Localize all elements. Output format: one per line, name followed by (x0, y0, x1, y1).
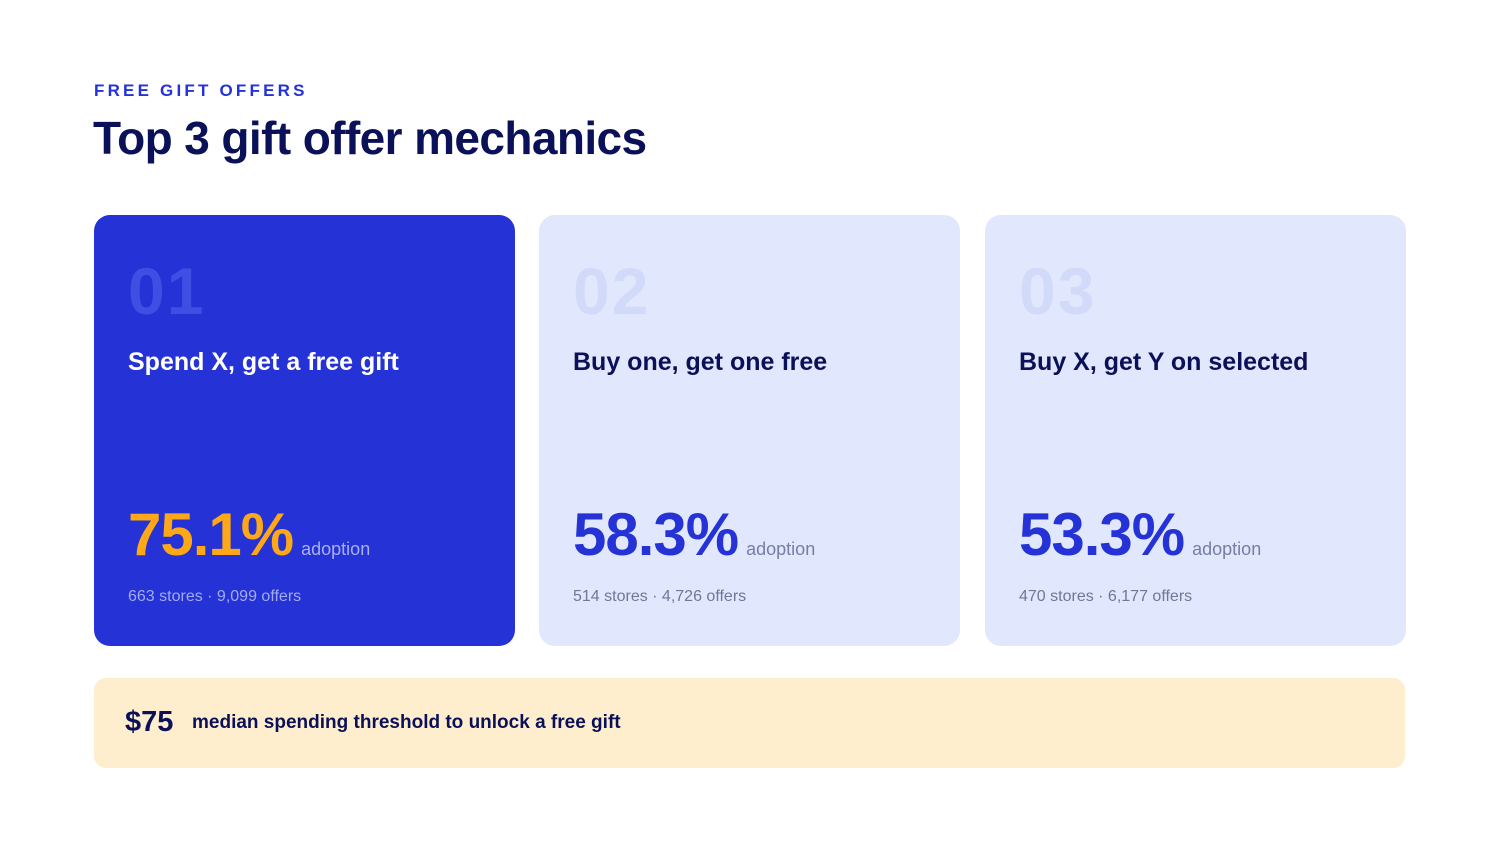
adoption-label: adoption (1192, 539, 1262, 559)
threshold-description: median spending threshold to unlock a fr… (192, 712, 621, 733)
card-rank-number: 02 (573, 254, 651, 328)
mechanic-card-1: 01 Spend X, get a free gift 75.1% adoptio… (94, 215, 515, 646)
card-stat: 53.3% adoption (1019, 502, 1261, 584)
card-meta: 470 stores · 6,177 offers (1019, 588, 1193, 605)
card-rank-number: 01 (128, 254, 206, 328)
threshold-value: $75 (125, 706, 174, 738)
eyebrow-label: FREE GIFT OFFERS (94, 81, 308, 100)
card-title: Buy one, get one free (573, 348, 828, 376)
card-meta: 514 stores · 4,726 offers (573, 588, 747, 605)
threshold-banner: $75 median spending threshold to unlock … (94, 678, 1405, 768)
adoption-percent: 58.3% (573, 501, 739, 568)
card-title: Buy X, get Y on selected (1019, 348, 1309, 376)
adoption-label: adoption (301, 539, 371, 559)
mechanic-card-3: 03 Buy X, get Y on selected 53.3% adoptio… (985, 215, 1406, 646)
card-stat: 75.1% adoption (128, 502, 370, 584)
page-title: Top 3 gift offer mechanics (93, 112, 647, 164)
card-meta: 663 stores · 9,099 offers (128, 588, 302, 605)
card-title: Spend X, get a free gift (128, 348, 399, 376)
card-rank-number: 03 (1019, 254, 1097, 328)
card-stat: 58.3% adoption (573, 502, 815, 584)
adoption-percent: 53.3% (1019, 501, 1185, 568)
adoption-percent: 75.1% (128, 501, 294, 568)
mechanic-card-2: 02 Buy one, get one free 58.3% adoption 5… (539, 215, 960, 646)
adoption-label: adoption (746, 539, 816, 559)
